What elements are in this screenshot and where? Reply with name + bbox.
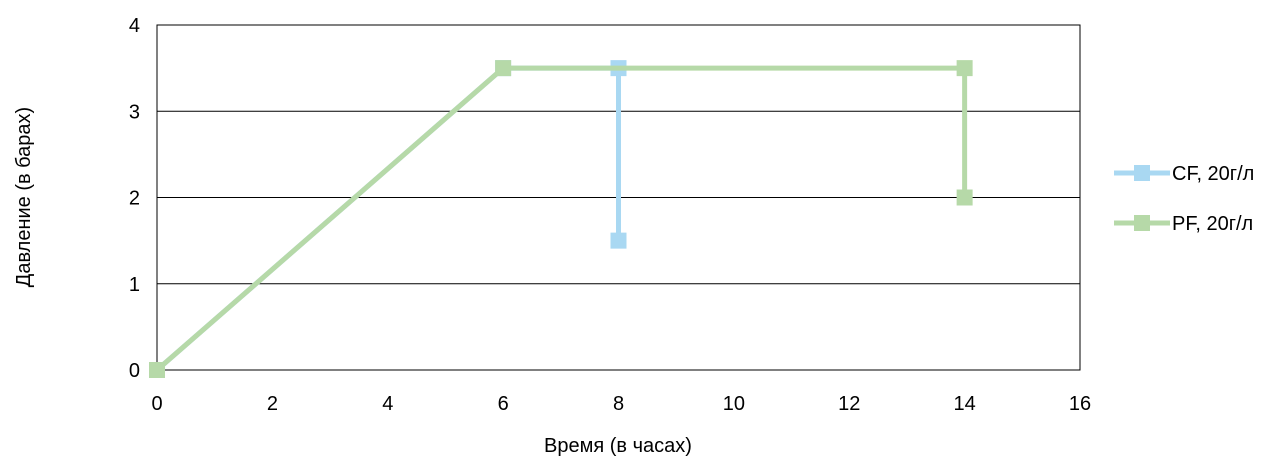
data-point-marker [610,232,627,249]
y-tick-label: 4 [129,15,140,37]
data-point-marker [495,60,512,77]
y-tick-label: 0 [129,360,140,382]
legend-label: CF, 20г/л [1172,163,1254,185]
series-line [155,65,968,372]
x-tick-label: 0 [151,393,162,415]
x-tick-labels: 0 2 4 6 8 10 12 14 16 [151,393,1091,415]
data-point-marker [956,189,973,206]
x-tick-label: 2 [267,393,278,415]
x-tick-label: 10 [723,393,745,415]
legend-item: PF, 20г/л [1114,213,1253,235]
data-point-marker [956,60,973,77]
x-tick-label: 4 [382,393,393,415]
x-tick-label: 16 [1069,393,1091,415]
y-tick-labels: 0 1 2 3 4 [129,15,140,382]
x-tick-label: 8 [613,393,624,415]
legend-marker [1134,165,1150,181]
legend-item: CF, 20г/л [1114,163,1254,185]
y-tick-label: 1 [129,274,140,296]
x-tick-label: 12 [838,393,860,415]
series-2 [149,60,973,378]
legend: CF, 20г/л PF, 20г/л [1114,163,1254,235]
y-tick-label: 2 [129,188,140,210]
y-axis-title: Давление (в барах) [13,107,35,287]
legend-marker [1134,215,1150,231]
x-tick-label: 14 [954,393,976,415]
series-layer [149,60,973,378]
y-tick-label: 3 [129,101,140,123]
x-axis-title: Время (в часах) [544,435,692,457]
data-point-marker [149,362,165,378]
legend-label: PF, 20г/л [1172,213,1253,235]
x-tick-label: 6 [498,393,509,415]
